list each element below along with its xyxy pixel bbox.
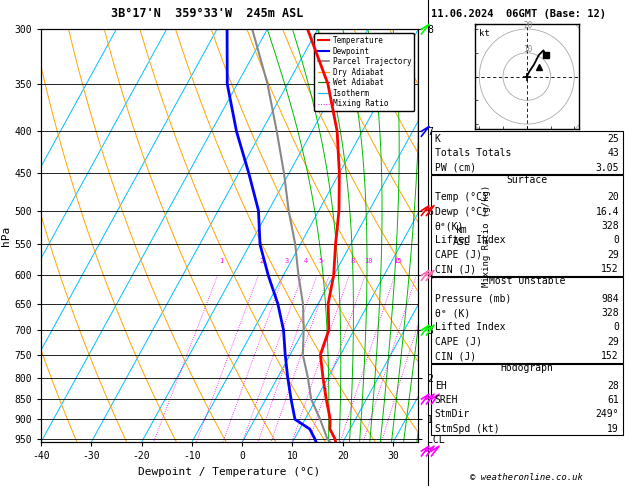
Text: StmSpd (kt): StmSpd (kt) [435, 424, 499, 434]
Text: Temp (°C): Temp (°C) [435, 192, 487, 203]
Text: 29: 29 [607, 337, 619, 347]
Text: StmDir: StmDir [435, 409, 470, 419]
Text: 19: 19 [607, 424, 619, 434]
Text: K: K [435, 134, 440, 144]
Text: 328: 328 [601, 308, 619, 318]
Text: 3.05: 3.05 [596, 163, 619, 173]
Text: 152: 152 [601, 264, 619, 274]
Text: Lifted Index: Lifted Index [435, 235, 505, 245]
Text: Mixing Ratio (g/kg): Mixing Ratio (g/kg) [482, 185, 491, 287]
Text: 15: 15 [393, 258, 402, 264]
Text: 249°: 249° [596, 409, 619, 419]
Text: Pressure (mb): Pressure (mb) [435, 294, 511, 304]
Text: Surface: Surface [506, 175, 547, 185]
Text: θᵉ (K): θᵉ (K) [435, 308, 470, 318]
Text: 25: 25 [607, 134, 619, 144]
Text: 61: 61 [607, 395, 619, 405]
Text: Dewp (°C): Dewp (°C) [435, 207, 487, 217]
Text: Hodograph: Hodograph [500, 364, 554, 373]
Text: 3: 3 [285, 258, 289, 264]
Text: CAPE (J): CAPE (J) [435, 250, 482, 260]
Text: © weatheronline.co.uk: © weatheronline.co.uk [470, 473, 583, 482]
Text: 8: 8 [350, 258, 354, 264]
Text: 16.4: 16.4 [596, 207, 619, 217]
Text: kt: kt [479, 29, 490, 38]
Text: 43: 43 [607, 148, 619, 158]
Text: 29: 29 [607, 250, 619, 260]
Text: 28: 28 [607, 381, 619, 391]
Y-axis label: hPa: hPa [1, 226, 11, 246]
Y-axis label: km
ASL: km ASL [453, 225, 470, 246]
Text: 4: 4 [303, 258, 308, 264]
Text: Most Unstable: Most Unstable [489, 277, 565, 286]
Text: Totals Totals: Totals Totals [435, 148, 511, 158]
Text: CIN (J): CIN (J) [435, 351, 476, 361]
Legend: Temperature, Dewpoint, Parcel Trajectory, Dry Adiabat, Wet Adiabat, Isotherm, Mi: Temperature, Dewpoint, Parcel Trajectory… [314, 33, 415, 111]
Text: PW (cm): PW (cm) [435, 163, 476, 173]
Text: 10: 10 [523, 45, 533, 53]
Text: 10: 10 [364, 258, 372, 264]
Text: 328: 328 [601, 221, 619, 231]
Text: CIN (J): CIN (J) [435, 264, 476, 274]
Text: 1: 1 [219, 258, 223, 264]
Text: SREH: SREH [435, 395, 458, 405]
Text: 20: 20 [523, 21, 533, 30]
Text: 3B°17'N  359°33'W  245m ASL: 3B°17'N 359°33'W 245m ASL [111, 7, 304, 20]
X-axis label: Dewpoint / Temperature (°C): Dewpoint / Temperature (°C) [138, 467, 321, 477]
Text: EH: EH [435, 381, 447, 391]
Text: 20: 20 [607, 192, 619, 203]
Text: 2: 2 [260, 258, 264, 264]
Text: 0: 0 [613, 322, 619, 332]
Text: 0: 0 [613, 235, 619, 245]
Text: 5: 5 [318, 258, 322, 264]
Text: 152: 152 [601, 351, 619, 361]
Text: θᵉ(K): θᵉ(K) [435, 221, 464, 231]
Text: 984: 984 [601, 294, 619, 304]
Text: Lifted Index: Lifted Index [435, 322, 505, 332]
Text: CAPE (J): CAPE (J) [435, 337, 482, 347]
Text: 11.06.2024  06GMT (Base: 12): 11.06.2024 06GMT (Base: 12) [431, 9, 606, 19]
